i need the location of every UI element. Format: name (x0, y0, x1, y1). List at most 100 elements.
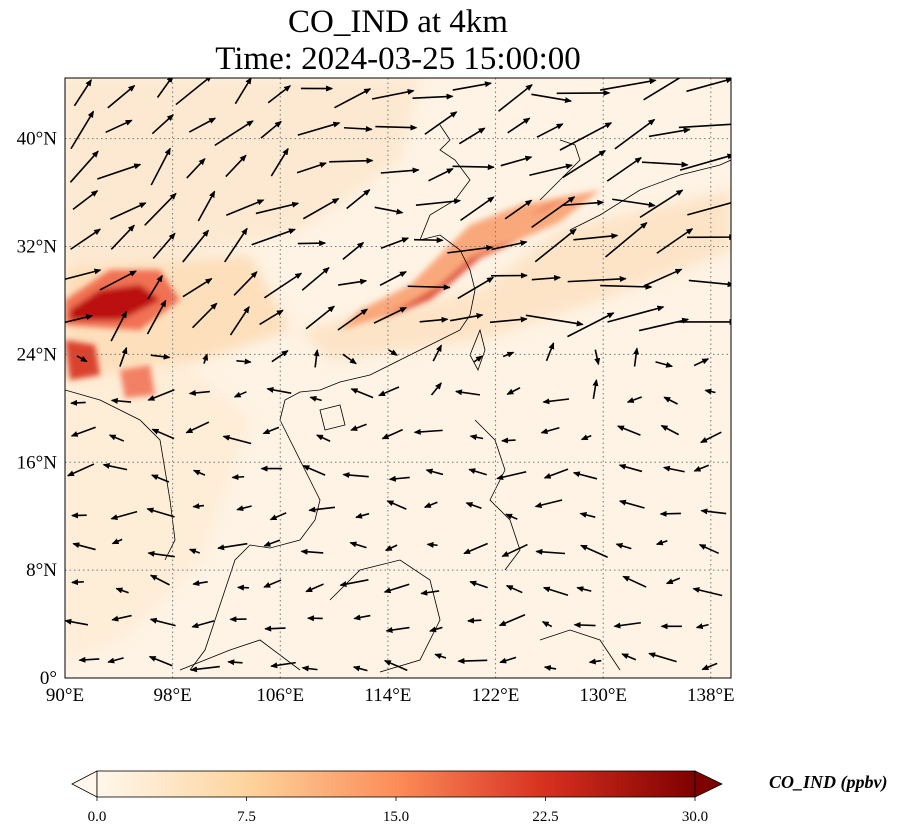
wind-arrow (616, 425, 641, 436)
wind-arrow (186, 158, 206, 179)
wind-arrow (65, 618, 89, 626)
lon-tick-label: 98°E (154, 685, 192, 706)
wind-arrow (102, 462, 128, 471)
wind-arrow (264, 625, 286, 632)
wind-arrow (309, 395, 322, 402)
wind-arrow (115, 587, 129, 594)
wind-arrow (529, 163, 573, 177)
wind-arrow (191, 620, 215, 629)
wind-arrow (350, 423, 367, 431)
wind-arrow (263, 539, 281, 547)
wind-arrow (660, 424, 680, 436)
wind-arrow (78, 656, 100, 663)
wind-arrow (613, 621, 641, 629)
wind-arrow (379, 271, 407, 287)
wind-arrow (562, 199, 605, 207)
wind-arrow (534, 499, 563, 508)
wind-arrow (704, 388, 716, 395)
wind-arrow (469, 580, 488, 589)
wind-arrow (468, 468, 488, 476)
wind-arrow (151, 474, 170, 483)
wind-arrow (430, 382, 442, 396)
colorbar-tick-label: 30.0 (682, 809, 708, 825)
wind-arrow (626, 396, 642, 403)
wind-arrow (185, 421, 210, 434)
wind-arrow (225, 154, 247, 178)
wind-arrow (612, 198, 656, 208)
wind-arrow (69, 150, 99, 183)
wind-arrow (105, 119, 133, 134)
wind-arrow (507, 117, 531, 134)
wind-arrow (562, 150, 607, 179)
wind-arrow (573, 233, 619, 241)
wind-arrow (469, 434, 484, 441)
wind-arrow (192, 503, 205, 510)
wind-arrow (588, 658, 602, 665)
wind-arrow (498, 614, 526, 627)
wind-arrow (188, 117, 217, 133)
wind-arrow (70, 399, 86, 406)
wind-arrow (621, 653, 637, 661)
wind-arrow (255, 201, 300, 215)
wind-arrow (146, 299, 167, 335)
lat-tick-label: 40°N (17, 129, 58, 150)
wind-arrow (600, 78, 657, 91)
wind-arrow (536, 123, 564, 138)
wind-arrow (606, 156, 642, 182)
wind-arrow (580, 434, 592, 441)
wind-arrow (343, 126, 373, 132)
lon-tick-label: 114°E (364, 685, 411, 706)
wind-arrow (260, 120, 282, 139)
wind-arrow (412, 93, 454, 100)
wind-arrow (423, 501, 438, 509)
wind-arrow (315, 434, 331, 442)
wind-arrow (498, 84, 533, 112)
wind-arrow (109, 202, 147, 220)
wind-arrow (151, 428, 175, 440)
wind-arrow (543, 468, 569, 479)
wind-arrow (182, 229, 210, 263)
wind-arrow (457, 276, 495, 300)
wind-arrow (463, 542, 488, 555)
wind-arrow (594, 349, 601, 366)
wind-arrow (633, 347, 640, 367)
coastlines (65, 124, 731, 673)
wind-arrow (66, 463, 95, 477)
wind-arrow (501, 543, 528, 558)
wind-arrow (70, 426, 96, 437)
wind-arrow (97, 163, 142, 180)
wind-arrow (233, 391, 247, 398)
wind-arrow (375, 124, 418, 131)
wind-arrow (296, 162, 327, 174)
wind-arrow (642, 161, 689, 168)
wind-arrow (302, 197, 340, 220)
wind-arrow (663, 396, 678, 405)
wind-arrow (350, 388, 374, 399)
colorbar: 0.0 7.5 15.0 22.5 30.0 CO_IND (ppbv) (71, 770, 888, 825)
wind-arrow (698, 543, 719, 555)
wind-arrow (383, 583, 410, 594)
colorbar-tick-label: 15.0 (383, 809, 409, 825)
wind-arrow (110, 510, 138, 521)
wind-arrow (111, 538, 123, 545)
wind-arrow (222, 434, 252, 445)
wind-arrow (385, 626, 410, 633)
wind-arrow (534, 228, 577, 263)
wind-arrow (266, 386, 292, 394)
wind-arrow (424, 111, 458, 135)
wind-arrow (567, 312, 615, 338)
wind-arrow (541, 621, 553, 628)
lat-tick-label: 24°N (17, 344, 58, 365)
wind-arrow (452, 81, 492, 91)
wind-arrow (371, 88, 415, 100)
wind-arrow (302, 464, 326, 476)
wind-arrow (545, 342, 555, 362)
wind-arrow (72, 190, 99, 211)
map-time-subtitle: Time: 2024-03-25 15:00:00 (215, 41, 581, 77)
wind-arrow (567, 275, 627, 283)
wind-arrow (262, 426, 280, 435)
wind-arrow (152, 232, 176, 260)
lon-tick-label: 130°E (579, 685, 627, 706)
wind-arrow (425, 468, 444, 476)
